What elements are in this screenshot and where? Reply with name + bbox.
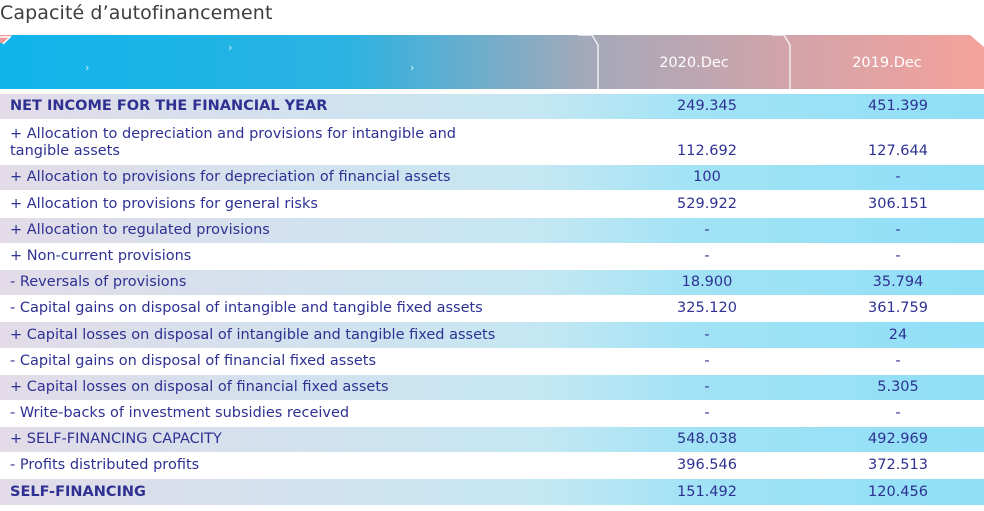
table-row: + Allocation to regulated provisions - -	[0, 217, 984, 244]
row-background	[0, 217, 984, 243]
table-row: + Capital losses on disposal of financia…	[0, 374, 984, 401]
row-background	[0, 269, 984, 296]
value-2020: 325.120	[677, 300, 737, 317]
header-band: › › ›	[0, 35, 984, 89]
value-2019: 492.969	[868, 431, 928, 448]
row-label: SELF-FINANCING	[10, 483, 146, 500]
table-row: + Allocation to provisions for depreciat…	[0, 165, 984, 191]
value-2019: 5.305	[877, 378, 919, 395]
column-header-2019: 2019.Dec	[852, 55, 922, 71]
row-label: + Allocation to depreciation and provisi…	[10, 126, 457, 160]
row-label: + Allocation to provisions for general r…	[10, 195, 318, 212]
row-label: + Allocation to regulated provisions	[10, 221, 270, 238]
value-2019: -	[895, 221, 901, 238]
row-background	[0, 374, 984, 400]
value-2019: 451.399	[868, 98, 928, 115]
value-2020: 100	[693, 169, 721, 186]
row-label: NET INCOME FOR THE FINANCIAL YEAR	[10, 98, 328, 115]
table-row: + Non-current provisions - -	[0, 244, 984, 270]
value-2020: 548.038	[677, 431, 737, 448]
row-label: - Reversals of provisions	[10, 274, 187, 291]
table-row: - Reversals of provisions 18.900 35.794	[0, 269, 984, 296]
table-row: - Profits distributed profits 396.546 372.…	[0, 453, 984, 479]
row-label: + Capital losses on disposal of intangib…	[10, 326, 496, 343]
table-row: + Capital losses on disposal of intangib…	[0, 322, 984, 348]
row-label: + Non-current provisions	[10, 247, 192, 264]
row-label: - Capital gains on disposal of financial…	[10, 352, 377, 369]
row-background	[0, 322, 984, 348]
value-2019: 127.644	[868, 143, 928, 160]
table-row: + SELF-FINANCING CAPACITY 548.038 492.969	[0, 427, 984, 453]
svg-text:›: ›	[85, 61, 89, 74]
svg-text:›: ›	[410, 61, 414, 74]
value-2020: 249.345	[677, 98, 737, 115]
value-2019: 361.759	[868, 300, 928, 317]
table-row: - Capital gains on disposal of intangibl…	[0, 296, 984, 322]
value-2019: 372.513	[868, 457, 928, 474]
table-row: SELF-FINANCING 151.492 120.456	[0, 479, 984, 505]
value-2020: -	[704, 247, 710, 264]
table-row: - Capital gains on disposal of financial…	[0, 349, 984, 375]
table-row: NET INCOME FOR THE FINANCIAL YEAR 249.345…	[0, 94, 984, 120]
row-background	[0, 165, 984, 191]
value-2019: -	[895, 247, 901, 264]
value-2020: -	[704, 221, 710, 238]
value-2020: 112.692	[677, 143, 737, 160]
value-2019: -	[895, 169, 901, 186]
value-2019: 120.456	[868, 483, 928, 500]
value-2020: 18.900	[681, 274, 733, 291]
value-2020: 151.492	[677, 483, 737, 500]
row-background	[0, 479, 984, 505]
row-label: + SELF-FINANCING CAPACITY	[10, 431, 222, 448]
value-2020: -	[704, 326, 710, 343]
row-background	[0, 94, 984, 120]
table-header: › › › 2020.Dec 2019.Dec	[0, 35, 984, 89]
table-row: - Write-backs of investment subsidies re…	[0, 401, 984, 427]
value-2019: -	[895, 352, 901, 369]
table-body: NET INCOME FOR THE FINANCIAL YEAR 249.345…	[0, 94, 984, 506]
value-2019: 24	[888, 326, 908, 343]
table-row: + Allocation to depreciation and provisi…	[0, 120, 984, 165]
row-label: - Profits distributed profits	[10, 457, 200, 474]
svg-text:›: ›	[228, 41, 232, 54]
value-2019: 306.151	[868, 195, 928, 212]
page-title: Capacité d’autofinancement	[0, 2, 273, 24]
value-2020: 396.546	[677, 457, 737, 474]
value-2019: 35.794	[872, 274, 924, 291]
row-label: + Allocation to provisions for depreciat…	[10, 169, 451, 186]
row-label: - Write-backs of investment subsidies re…	[10, 405, 350, 422]
row-label: - Capital gains on disposal of intangibl…	[10, 300, 483, 317]
value-2020: -	[704, 378, 710, 395]
value-2019: -	[895, 405, 901, 422]
column-header-2020: 2020.Dec	[659, 55, 729, 71]
row-background	[0, 427, 984, 453]
table-row: + Allocation to provisions for general r…	[0, 191, 984, 217]
value-2020: -	[704, 352, 710, 369]
value-2020: -	[704, 405, 710, 422]
value-2020: 529.922	[677, 195, 737, 212]
row-label: + Capital losses on disposal of financia…	[10, 378, 389, 395]
